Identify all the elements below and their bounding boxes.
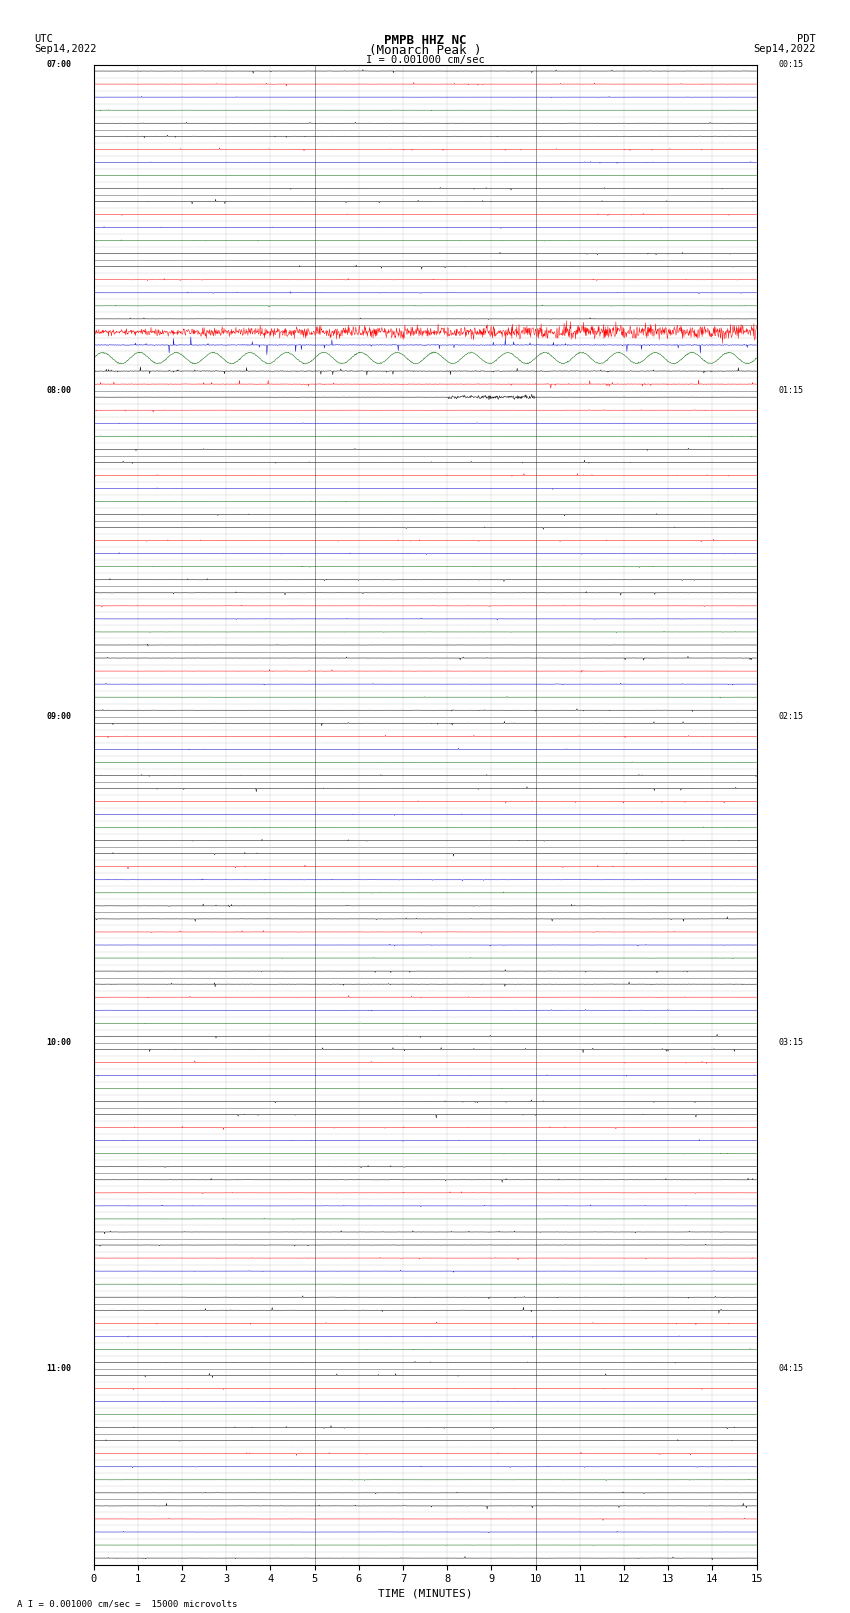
Text: (Monarch Peak ): (Monarch Peak ) — [369, 44, 481, 56]
Text: 10:00: 10:00 — [47, 1039, 71, 1047]
Text: UTC: UTC — [34, 34, 53, 44]
Text: 03:15: 03:15 — [779, 1039, 803, 1047]
Text: 00:15: 00:15 — [779, 60, 803, 69]
Text: PDT: PDT — [797, 34, 816, 44]
Text: A I = 0.001000 cm/sec =  15000 microvolts: A I = 0.001000 cm/sec = 15000 microvolts — [17, 1598, 237, 1608]
Text: 07:00: 07:00 — [47, 60, 71, 69]
Text: 02:15: 02:15 — [779, 713, 803, 721]
Text: 04:15: 04:15 — [779, 1365, 803, 1373]
Text: PMPB HHZ NC: PMPB HHZ NC — [383, 34, 467, 47]
Text: I = 0.001000 cm/sec: I = 0.001000 cm/sec — [366, 55, 484, 65]
Text: 08:00: 08:00 — [47, 386, 71, 395]
Text: Sep14,2022: Sep14,2022 — [753, 44, 816, 53]
Text: 01:15: 01:15 — [779, 386, 803, 395]
X-axis label: TIME (MINUTES): TIME (MINUTES) — [377, 1589, 473, 1598]
Text: 11:00: 11:00 — [47, 1365, 71, 1373]
Text: 09:00: 09:00 — [47, 713, 71, 721]
Text: Sep14,2022: Sep14,2022 — [34, 44, 97, 53]
